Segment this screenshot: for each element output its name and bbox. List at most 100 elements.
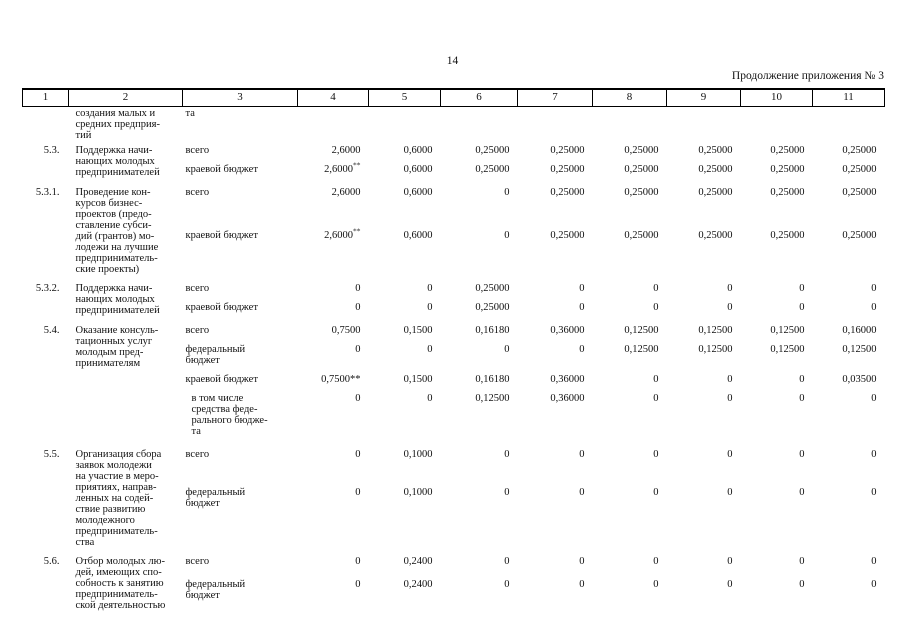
budget-type-label: краевой бюджет: [185, 302, 258, 313]
value-cell: 0: [653, 283, 659, 294]
value-cell: 0: [799, 487, 805, 499]
value-cell: 0: [871, 556, 877, 567]
value-cell: 0,2400: [403, 578, 433, 590]
value-cell: 0: [355, 283, 361, 294]
value-cell: 0: [727, 393, 733, 404]
value-cell: 0,25000: [550, 230, 585, 242]
budget-type-label: всего: [185, 145, 210, 156]
value-cell: 0,25000: [842, 164, 877, 175]
row-description: создания малых и средних предприя- тий: [75, 108, 160, 141]
value-cell: 0,6000: [403, 145, 433, 156]
value-cell: 0: [727, 449, 733, 460]
table-row: краевой бюджет 0,7500** 0,1500 0,16180 0,360…: [23, 373, 885, 392]
value-cell: 0,25000: [550, 187, 585, 198]
value-cell: 0,36000: [550, 393, 585, 404]
value-cell: 0,1500: [403, 325, 433, 336]
table-row: 5.3. Поддержка начи- нающих молодых предп…: [23, 144, 885, 178]
value-cell: 0: [579, 302, 585, 313]
table-row: 5.6. Отбор молодых лю- дей, имеющих спо- …: [23, 555, 885, 611]
value-cell: 0: [579, 449, 585, 460]
table-header-row: 1 2 3 4 5 6 7 8 9 10 11: [22, 88, 885, 107]
value-cell: 0: [427, 393, 433, 404]
value-cell: 0,16180: [475, 325, 510, 336]
value-cell: 0,25000: [698, 164, 733, 175]
table-body: создания малых и средних предприя- тий та…: [23, 107, 885, 619]
footnote-marker: **: [353, 160, 361, 170]
column-header-4: 4: [297, 88, 369, 107]
value-cell: 0: [504, 344, 510, 355]
value-cell: 0: [504, 187, 510, 198]
value-cell: 0,12500: [624, 344, 659, 355]
column-header-5: 5: [368, 88, 441, 107]
budget-type-label: всего: [185, 556, 210, 567]
value-cell: 0: [504, 556, 510, 567]
value-cell: 0,12500: [624, 325, 659, 336]
value-cell: 0: [504, 578, 510, 590]
value-text: 2,6000: [324, 230, 353, 242]
value-cell: 0: [355, 578, 361, 590]
value-cell: 0,16180: [475, 374, 510, 385]
value-cell: 0,12500: [770, 325, 805, 336]
budget-type-label: всего: [185, 187, 210, 198]
column-header-9: 9: [666, 88, 741, 107]
value-cell: 0,25000: [842, 145, 877, 156]
value-cell: 0,03500: [842, 374, 877, 385]
value-cell: [298, 107, 369, 145]
value-cell: 0,25000: [475, 145, 510, 156]
value-cell: 0,6000: [403, 230, 433, 242]
value-cell: 0: [727, 374, 733, 385]
column-header-2: 2: [68, 88, 183, 107]
appendix-table: 1 2 3 4 5 6 7 8 9 10 11 создания малых и…: [22, 88, 885, 618]
value-cell: 0: [871, 487, 877, 499]
value-cell: 2,6000**: [298, 226, 369, 282]
value-cell: 0,25000: [698, 145, 733, 156]
value-cell: 0,25000: [842, 230, 877, 242]
footnote-marker: **: [353, 226, 361, 236]
budget-type-label: та: [185, 108, 195, 119]
value-cell: 0: [653, 374, 659, 385]
value-cell: 0,25000: [698, 230, 733, 242]
table-row: в том числе средства феде- рального бюдж…: [23, 392, 885, 448]
value-cell: 0: [653, 487, 659, 499]
table-row: федеральный бюджет 0 0 0 0 0,12500 0,12500 0,12…: [23, 343, 885, 373]
column-header-6: 6: [440, 88, 518, 107]
value-cell: [369, 107, 441, 145]
value-cell: 2,6000: [331, 187, 361, 198]
value-cell: 0: [871, 283, 877, 294]
value-cell: 0,36000: [550, 325, 585, 336]
column-header-11: 11: [812, 88, 885, 107]
value-cell: 0: [653, 449, 659, 460]
value-cell: 0: [653, 393, 659, 404]
value-cell: 0,25000: [624, 145, 659, 156]
table-row: краевой бюджет 2,6000** 0,6000 0 0,25000 0,25…: [23, 226, 885, 282]
value-cell: 0: [504, 487, 510, 499]
column-header-8: 8: [592, 88, 667, 107]
value-cell: 0: [579, 578, 585, 590]
value-cell: 0: [579, 487, 585, 499]
value-cell: [813, 107, 885, 145]
value-cell: 0,6000: [403, 164, 433, 175]
value-cell: 0,12500: [698, 325, 733, 336]
value-cell: 0,25000: [475, 164, 510, 175]
value-cell: 0,1000: [403, 487, 433, 499]
budget-type-label: федеральный бюджет: [185, 344, 246, 366]
value-cell: 0,25000: [770, 145, 805, 156]
appendix-continuation-label: Продолжение приложения № 3: [731, 70, 884, 82]
value-cell: 0,12500: [842, 344, 877, 355]
value-cell: [441, 107, 518, 145]
value-cell: 0: [355, 302, 361, 313]
value-cell: 0: [427, 344, 433, 355]
page-number: 14: [446, 55, 459, 67]
value-cell: 0: [504, 449, 510, 460]
value-cell: 0: [355, 344, 361, 355]
value-cell: 0: [799, 374, 805, 385]
value-cell: 0,6000: [403, 187, 433, 198]
value-cell: 0: [579, 556, 585, 567]
value-cell: 0: [799, 393, 805, 404]
value-cell: 0: [579, 283, 585, 294]
row-number: 5.4.: [43, 325, 60, 336]
value-cell: 0,7500**: [321, 374, 361, 385]
value-cell: 0: [727, 556, 733, 567]
budget-type-label: федеральный бюджет: [185, 487, 246, 510]
budget-type-label: федеральный бюджет: [185, 578, 246, 601]
